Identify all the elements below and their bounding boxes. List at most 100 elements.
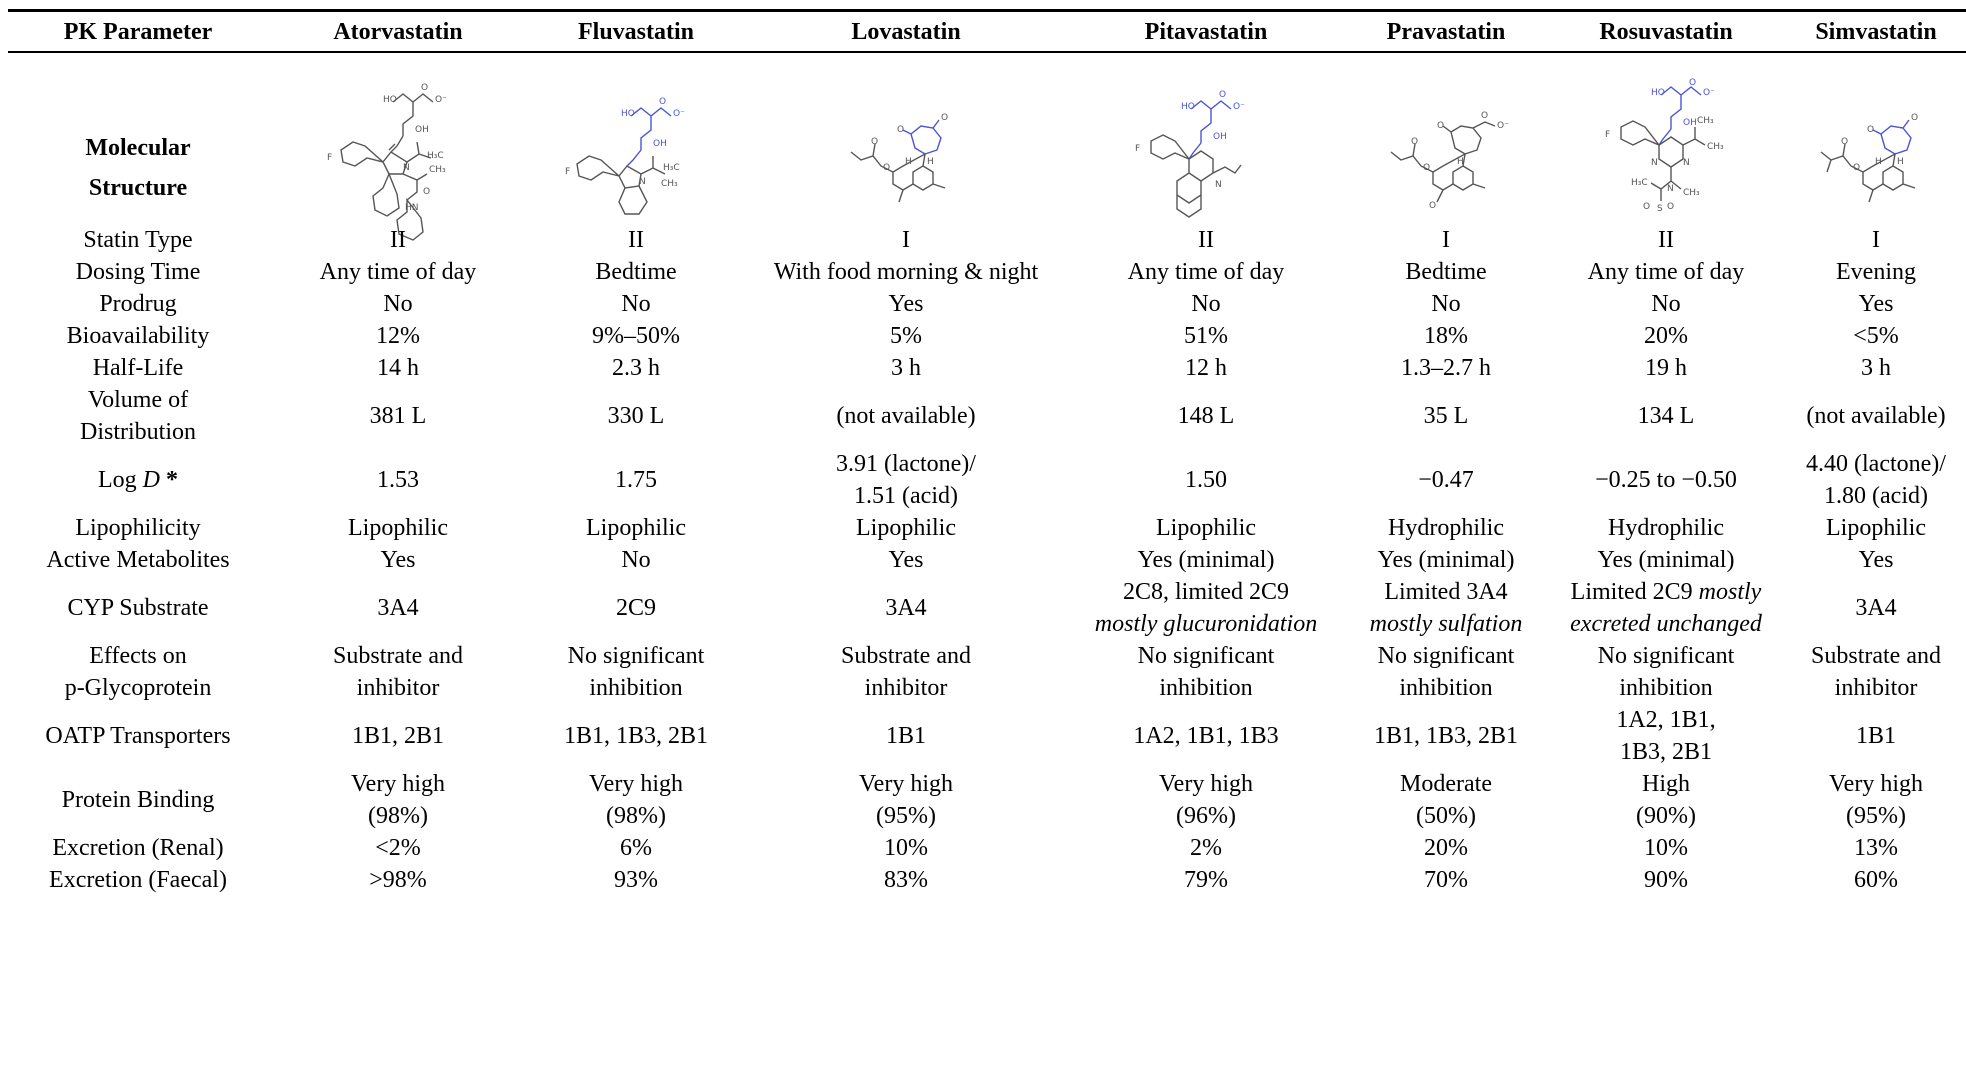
table-row-half-life-simvastatin: 3 h <box>1786 352 1966 384</box>
table-row-effects-on-p-glycoprotein-fluvastatin: No significant inhibition <box>536 640 736 704</box>
table-row-effects-on-p-glycoprotein-rosuvastatin: No significant inhibition <box>1566 640 1766 704</box>
table-row-log-d-rosuvastatin: −0.25 to −0.50 <box>1566 448 1766 512</box>
lovastatin-structure: O O O O H H <box>836 64 986 264</box>
table-row-log-d-pitavastatin: 1.50 <box>1086 448 1326 512</box>
table-cell-text: (50%) <box>1416 803 1476 829</box>
table-cell-text: (98%) <box>368 803 428 829</box>
table-row-dosing-time-label-line: Dosing Time <box>75 259 201 285</box>
table-row-lipophilicity-fluvastatin: Lipophilic <box>536 512 736 544</box>
table-row-volume-of-distribution-atorvastatin: 381 L <box>298 384 498 448</box>
table-row-bioavailability-label-line: Bioavailability <box>66 323 210 349</box>
svg-text:O: O <box>1411 137 1418 147</box>
table-row-statin-type-simvastatin: I <box>1786 224 1966 256</box>
table-row-protein-binding-rosuvastatin: High (90%) <box>1566 768 1766 832</box>
table-cell-text: 60% <box>1854 867 1898 893</box>
table-row-bioavailability-pravastatin: 18% <box>1346 320 1546 352</box>
table-cell-text: Yes <box>888 547 924 573</box>
svg-text:O: O <box>659 97 666 107</box>
table-cell-text: 79% <box>1184 867 1228 893</box>
svg-text:N: N <box>1667 184 1674 194</box>
svg-text:H: H <box>927 157 934 167</box>
table-cell-text: No significant <box>1137 643 1275 669</box>
table-row-active-metabolites-label-line: Active Metabolites <box>46 547 230 573</box>
table-cell-text: Yes <box>1858 547 1894 573</box>
table-cell-text: 12 h <box>1185 355 1227 381</box>
header-atorvastatin: Atorvastatin <box>333 19 463 45</box>
table-row-volume-of-distribution-label: Volume of Distribution <box>8 384 268 448</box>
svg-text:CH₃: CH₃ <box>1707 142 1724 152</box>
svg-text:HO: HO <box>383 95 397 105</box>
table-cell-text: 93% <box>614 867 658 893</box>
table-row-prodrug-simvastatin: Yes <box>1786 288 1966 320</box>
table-cell-text: 51% <box>1184 323 1228 349</box>
svg-text:O: O <box>1481 111 1488 121</box>
table-cell-text: Limited 2C9 mostly <box>1570 579 1762 605</box>
svg-text:O: O <box>1911 113 1918 123</box>
table-cell-text: 134 L <box>1637 403 1695 429</box>
table-cell-text: Bedtime <box>595 259 677 285</box>
table-cell-text: No <box>1651 291 1681 317</box>
table-row-half-life-pravastatin: 1.3–2.7 h <box>1346 352 1546 384</box>
table-row-half-life-atorvastatin: 14 h <box>298 352 498 384</box>
table-row-oatp-transporters-label-line: OATP Transporters <box>45 723 231 749</box>
table-row-volume-of-distribution-fluvastatin: 330 L <box>536 384 736 448</box>
table-row-half-life-rosuvastatin: 19 h <box>1566 352 1766 384</box>
svg-text:OH: OH <box>1683 118 1697 128</box>
table-row-lipophilicity-simvastatin: Lipophilic <box>1786 512 1966 544</box>
table-cell-text: No <box>621 291 651 317</box>
table-cell-text: 2.3 h <box>612 355 660 381</box>
table-cell-text: (95%) <box>876 803 936 829</box>
table-cell-text: Yes <box>1858 291 1894 317</box>
table-row-log-d-atorvastatin: 1.53 <box>298 448 498 512</box>
table-cell-text: 14 h <box>377 355 419 381</box>
table-cell-text: 20% <box>1424 835 1468 861</box>
table-cell-text: 148 L <box>1177 403 1235 429</box>
table-cell-text: excreted unchanged <box>1570 611 1762 637</box>
table-cell-text: Yes (minimal) <box>1137 547 1275 573</box>
table-cell-text: 35 L <box>1423 403 1469 429</box>
table-cell-text: Any time of day <box>1587 259 1745 285</box>
svg-text:F: F <box>327 153 332 163</box>
table-cell-text: I <box>902 227 910 253</box>
table-cell-text: 10% <box>884 835 928 861</box>
table-cell-text: mostly sulfation <box>1369 611 1523 637</box>
molecular-structure-label-line-2: Structure <box>88 175 188 201</box>
table-row-effects-on-p-glycoprotein-simvastatin: Substrate and inhibitor <box>1786 640 1966 704</box>
table-row-protein-binding-lovastatin: Very high (95%) <box>736 768 1076 832</box>
table-row-statin-type-rosuvastatin: II <box>1566 224 1766 256</box>
table-row-half-life-label-line: Half-Life <box>92 355 184 381</box>
table-row-dosing-time-label: Dosing Time <box>8 256 268 288</box>
table-row-statin-type-fluvastatin: II <box>536 224 736 256</box>
table-row-active-metabolites-fluvastatin: No <box>536 544 736 576</box>
molecular-structure-label: Molecular Structure <box>8 110 268 226</box>
table-cell-text: Lipophilic <box>1826 515 1926 541</box>
svg-text:O: O <box>883 163 890 173</box>
table-cell-text: 83% <box>884 867 928 893</box>
table-cell-text: Limited 3A4 <box>1384 579 1508 605</box>
table-cell-text: 2% <box>1190 835 1222 861</box>
table-header-rule <box>8 51 1966 53</box>
table-row-active-metabolites-rosuvastatin: Yes (minimal) <box>1566 544 1766 576</box>
table-row-bioavailability-rosuvastatin: 20% <box>1566 320 1766 352</box>
header-lovastatin: Lovastatin <box>851 19 961 45</box>
svg-text:HN: HN <box>405 203 419 213</box>
table-row-cyp-substrate-label-line: CYP Substrate <box>67 595 209 621</box>
svg-text:H₃C: H₃C <box>1631 178 1648 188</box>
table-row-excretion-renal-atorvastatin: <2% <box>298 832 498 864</box>
table-cell-text: inhibitor <box>356 675 440 701</box>
table-row-prodrug-label: Prodrug <box>8 288 268 320</box>
table-cell-text: Any time of day <box>319 259 477 285</box>
table-cell-text: Yes (minimal) <box>1377 547 1515 573</box>
table-row-active-metabolites-pravastatin: Yes (minimal) <box>1346 544 1546 576</box>
table-row-active-metabolites-pitavastatin: Yes (minimal) <box>1086 544 1326 576</box>
table-cell-text: Hydrophilic <box>1608 515 1724 541</box>
table-cell-text: 1B1, 1B3, 2B1 <box>1373 723 1519 749</box>
table-row-volume-of-distribution-label-line: Distribution <box>79 419 196 445</box>
table-cell-text: 1.80 (acid) <box>1824 483 1928 509</box>
svg-text:HO: HO <box>1181 102 1195 112</box>
table-row-cyp-substrate-label: CYP Substrate <box>8 576 268 640</box>
table-row-excretion-faecal-rosuvastatin: 90% <box>1566 864 1766 896</box>
svg-text:N: N <box>1683 158 1690 168</box>
svg-text:H₃C: H₃C <box>663 163 680 173</box>
table-row-volume-of-distribution-label-line: Volume of <box>87 387 189 413</box>
